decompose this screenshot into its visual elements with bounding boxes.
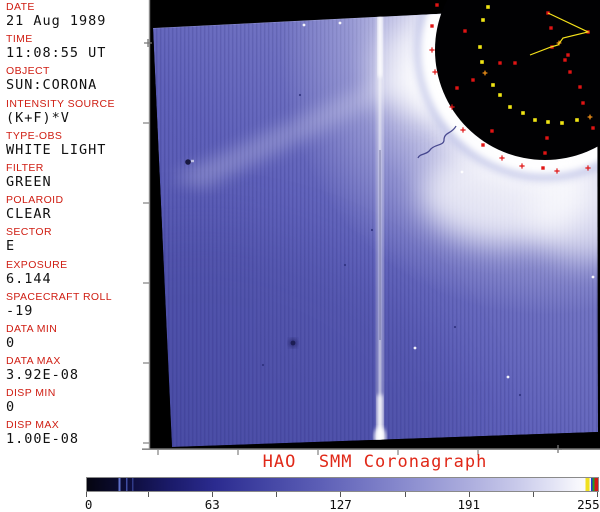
field-value: E <box>6 238 16 255</box>
field-time: TIME 11:08:55 UT <box>0 34 150 66</box>
field-value: 0 <box>6 399 16 416</box>
dark-spot <box>185 159 191 165</box>
field-object: OBJECT SUN:CORONA <box>0 66 150 98</box>
field-sector: SECTOR E <box>0 227 150 259</box>
field-disp-min: DISP MIN 0 <box>0 388 150 420</box>
field-value: 21 Aug 1989 <box>6 13 107 29</box>
field-intensity-source: INTENSITY SOURCE (K+F)*V <box>0 99 150 131</box>
colorbar <box>86 477 599 492</box>
occulting-disk <box>435 0 600 160</box>
colorbar-tick <box>532 492 534 497</box>
field-value: WHITE LIGHT <box>6 141 107 158</box>
field-label: TYPE-OBS <box>6 130 63 142</box>
field-data-max: DATA MAX 3.92E-08 <box>0 356 150 388</box>
colorbar-tick <box>468 492 470 497</box>
colorbar-tick-label: 191 <box>457 497 481 512</box>
field-filter: FILTER GREEN <box>0 163 150 195</box>
field-disp-max: DISP MAX 1.00E-08 <box>0 420 150 452</box>
field-label: SPACECRAFT ROLL <box>6 291 112 303</box>
field-label: INTENSITY SOURCE <box>6 98 115 110</box>
colorbar-tick <box>86 492 87 497</box>
star-field-markers <box>261 3 595 397</box>
field-spacecraft-roll: SPACECRAFT ROLL -19 <box>0 292 150 324</box>
colorbar-tick-label: 63 <box>204 497 220 512</box>
colorbar-tick <box>340 492 342 497</box>
field-value: 11:08:55 UT <box>6 45 107 62</box>
field-label: POLAROID <box>6 195 64 207</box>
colorbar-tick-label: 127 <box>329 497 352 512</box>
field-value: 3.92E-08 <box>6 367 80 384</box>
colorbar-tick <box>597 492 598 497</box>
pointing-polygon <box>529 12 590 56</box>
field-polaroid: POLAROID CLEAR <box>0 195 150 227</box>
field-value: 1.00E-08 <box>6 431 80 448</box>
field-label: DATA MIN <box>6 323 58 335</box>
colorbar-tick <box>212 492 214 497</box>
field-value: CLEAR <box>6 206 52 223</box>
colorbar-tick <box>148 492 150 497</box>
axis-frame <box>142 0 600 455</box>
field-value: 0 <box>6 334 16 351</box>
field-date: DATE 21 Aug 1989 <box>0 2 150 34</box>
colorbar-tick <box>404 492 406 497</box>
field-label: EXPOSURE <box>6 259 68 271</box>
field-value: 6.144 <box>6 270 52 287</box>
field-label: TIME <box>6 34 33 46</box>
field-value: (K+F)*V <box>6 109 70 126</box>
field-type-obs: TYPE-OBS WHITE LIGHT <box>0 131 150 163</box>
colorbar-tick <box>276 492 278 497</box>
field-value: GREEN <box>6 173 52 190</box>
field-value: SUN:CORONA <box>6 77 98 94</box>
field-value: -19 <box>6 302 34 319</box>
field-label: DATA MAX <box>6 356 61 368</box>
field-label: SECTOR <box>6 227 52 239</box>
field-label: DISP MAX <box>6 420 60 432</box>
image-caption: HAO SMM Coronagraph <box>262 452 488 472</box>
field-data-min: DATA MIN 0 <box>0 324 150 356</box>
metadata-panel: DATE 21 Aug 1989 TIME 11:08:55 UT OBJECT SU… <box>0 0 150 512</box>
pylon-line <box>374 7 386 447</box>
prominence-trace <box>417 125 457 159</box>
field-label: OBJECT <box>6 66 50 78</box>
field-label: DISP MIN <box>6 388 56 400</box>
field-label: DATE <box>6 2 35 13</box>
coronagraph-image <box>142 0 600 455</box>
field-exposure: EXPOSURE 6.144 <box>0 260 150 292</box>
colorbar-tick-label: 0 <box>84 497 93 512</box>
colorbar-tick-label: 255 <box>577 497 600 512</box>
colorbar-scale: 0 63 127 191 255 <box>84 492 600 512</box>
field-label: FILTER <box>6 162 44 174</box>
